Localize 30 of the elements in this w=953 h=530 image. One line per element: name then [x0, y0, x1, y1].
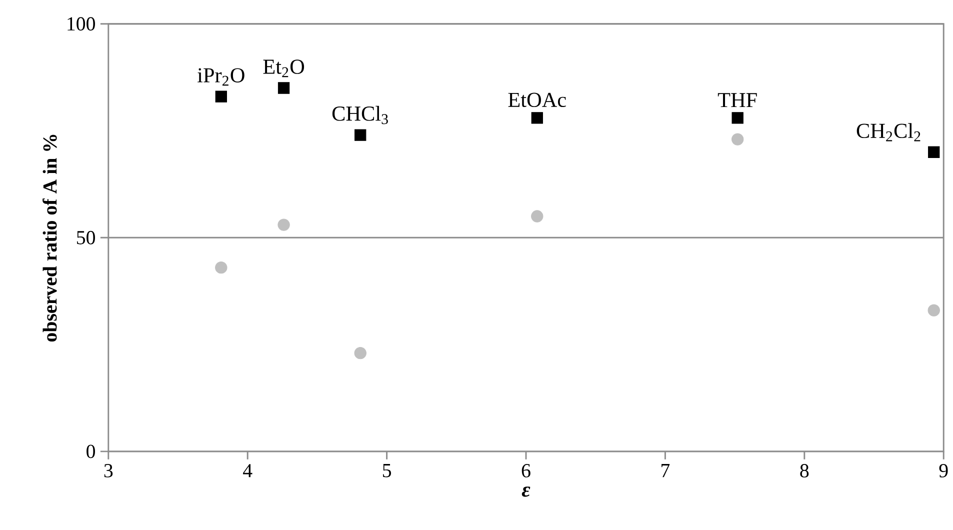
- point: [731, 133, 744, 146]
- annotation: CH$_{2}$Cl$_{2}$: [856, 123, 920, 142]
- y-axis-title: observed ratio of A in %: [42, 134, 57, 342]
- x-tick-label: 7: [662, 464, 670, 478]
- point: [278, 218, 290, 231]
- annotation: EtOAc: [508, 92, 566, 108]
- x-tick-label: 9: [939, 464, 948, 478]
- point: [928, 304, 940, 316]
- point: [732, 112, 744, 124]
- annotation: iPr$_{2}$O: [198, 68, 244, 86]
- point: [215, 261, 228, 274]
- annotation: CHCl$_{3}$: [332, 106, 388, 124]
- point: [215, 90, 227, 102]
- x-tick-label: 3: [104, 464, 113, 478]
- x-tick-label: 8: [800, 464, 809, 478]
- point: [278, 82, 290, 94]
- annotation: Et$_{2}$O: [263, 60, 304, 78]
- annotation: THF: [718, 93, 757, 108]
- point: [354, 347, 366, 360]
- y-tick-label: 0: [86, 444, 95, 458]
- point: [531, 210, 544, 222]
- x-axis-title: ε: [522, 486, 530, 497]
- y-tick-label: 50: [77, 230, 95, 244]
- x-tick-label: 6: [522, 464, 530, 478]
- point: [354, 129, 366, 141]
- x-tick-label: 4: [243, 464, 252, 478]
- point: [531, 112, 543, 124]
- point: [928, 146, 940, 158]
- x-tick-label: 5: [382, 464, 391, 478]
- y-tick-label: 100: [68, 17, 95, 31]
